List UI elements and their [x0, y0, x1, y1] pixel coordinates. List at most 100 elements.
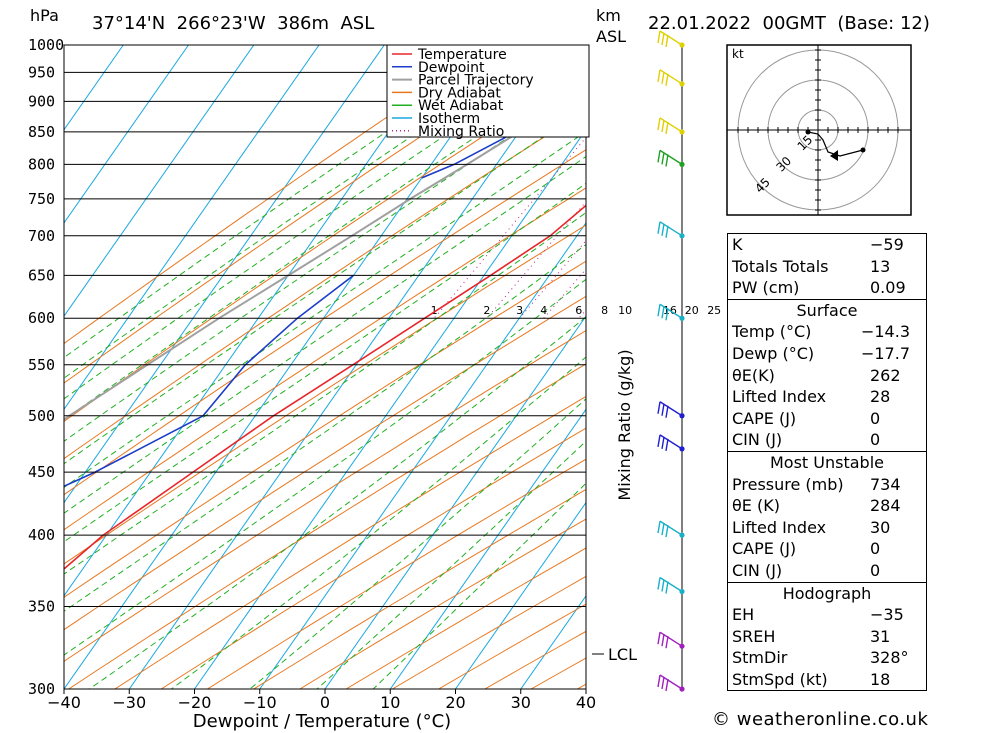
wind-barb-feather — [665, 405, 669, 418]
x-tick-label: 20 — [445, 693, 465, 712]
wind-barb-feather — [657, 221, 661, 234]
surface-label: Lifted Index — [732, 387, 827, 407]
pressure-tick-label: 950 — [28, 63, 55, 81]
most-unstable-row: Lifted Index 30 — [728, 517, 926, 539]
legend-label: Temperature — [417, 47, 507, 63]
legend-label: Parcel Trajectory — [418, 73, 534, 89]
km-label: km — [596, 6, 621, 25]
pressure-tick-label: 300 — [28, 680, 55, 698]
surface-row: Lifted Index 28 — [728, 386, 926, 408]
wet-adiabat-line — [64, 107, 586, 465]
surface-value: 28 — [870, 387, 891, 407]
x-tick-label: −20 — [178, 693, 212, 712]
dry-adiabat-line — [114, 395, 586, 689]
temperature-line — [64, 204, 586, 571]
wind-profile — [592, 30, 685, 692]
x-tick-label: −10 — [243, 693, 277, 712]
wind-barb-feather — [665, 154, 669, 167]
wind-barb-feather — [661, 223, 665, 236]
hodograph-stat-row: EH −35 — [728, 604, 926, 626]
wind-barb-feather — [657, 30, 661, 44]
wind-barb-feather — [657, 304, 661, 317]
surface-row: Temp (°C) −14.3 — [728, 321, 926, 343]
wind-barb-feather — [661, 119, 665, 133]
hodograph-stat-row: SREH 31 — [728, 626, 926, 648]
dry-adiabat-line — [160, 427, 586, 689]
legend-label: Dry Adiabat — [418, 85, 501, 101]
wind-barb-feather — [661, 676, 665, 690]
dry-adiabat-line — [68, 363, 586, 689]
wind-barb-feather — [661, 32, 665, 46]
wind-barb-feather — [661, 306, 665, 319]
wet-adiabat-line — [64, 278, 586, 656]
hodograph-stat-value: 328° — [870, 648, 909, 668]
dewpoint-line — [421, 86, 586, 179]
dry-adiabat-line — [64, 187, 586, 531]
surface-row: CIN (J) 0 — [728, 429, 926, 451]
wind-barb-feather — [657, 577, 661, 590]
surface-label: CIN (J) — [732, 430, 783, 450]
wind-barb-feather — [665, 678, 669, 692]
wet-adiabat-line — [64, 45, 516, 359]
lcl-label: LCL — [608, 645, 637, 664]
isotherm-line — [324, 315, 586, 689]
most-unstable-label: Lifted Index — [732, 517, 827, 537]
mixing-ratio-label: 4 — [540, 304, 547, 317]
mixing-ratio-line — [486, 200, 586, 319]
surface-label: Temp (°C) — [732, 322, 812, 342]
pressure-tick-label: 1000 — [28, 36, 64, 54]
wind-barb-feather — [665, 121, 669, 135]
most-unstable-label: θE (K) — [732, 496, 780, 516]
legend-label: Wet Adiabat — [418, 98, 504, 114]
dry-adiabat-line — [64, 329, 586, 662]
x-tick-label: −40 — [47, 693, 81, 712]
hodograph-point — [860, 147, 866, 153]
wind-barb-feather — [665, 636, 669, 649]
surface-value: −14.3 — [860, 322, 910, 342]
wet-adiabat-line — [249, 398, 586, 689]
legend-label: Isotherm — [418, 111, 480, 127]
isotherm-line — [64, 45, 320, 411]
pressure-tick-label: 750 — [28, 190, 55, 208]
wind-barb-feather — [657, 632, 661, 645]
surface-row: θE(K) 262 — [728, 365, 926, 387]
most-unstable-value: 0 — [870, 560, 881, 580]
surface-value: −17.7 — [860, 343, 910, 363]
most-unstable-row: CAPE (J) 0 — [728, 538, 926, 560]
mixing-ratio-label: 8 — [601, 304, 608, 317]
index-value: 13 — [870, 256, 891, 276]
most-unstable-value: 734 — [870, 474, 901, 494]
surface-value: 0 — [870, 408, 881, 428]
hodograph-stat-label: EH — [732, 605, 755, 625]
pressure-tick-label: 500 — [28, 407, 55, 425]
credit-link[interactable]: © weatheronline.co.uk — [712, 709, 929, 730]
wind-barb-feather — [665, 308, 669, 321]
isotherm-line — [64, 45, 516, 689]
storm-motion-marker — [830, 150, 838, 161]
wet-adiabat-line — [64, 84, 586, 442]
surface-label: θE(K) — [732, 365, 775, 385]
x-tick-label: 0 — [320, 693, 330, 712]
mixing-ratio-label: 25 — [707, 304, 721, 317]
wind-barb-feather — [657, 521, 661, 534]
wet-adiabat-line — [372, 482, 586, 689]
legend-label: Dewpoint — [418, 60, 485, 76]
index-row: PW (cm) 0.09 — [728, 277, 926, 299]
surface-row: CAPE (J) 0 — [728, 408, 926, 430]
isotherm-line — [64, 45, 124, 131]
legend-label: Mixing Ratio — [418, 124, 504, 140]
most-unstable-label: Pressure (mb) — [732, 474, 844, 494]
wet-adiabat-line — [316, 440, 586, 689]
mixing-ratio-axis-title: Mixing Ratio (g/kg) — [615, 349, 634, 500]
isotherm-line — [64, 45, 450, 597]
index-row: Totals Totals 13 — [728, 256, 926, 278]
isotherm-line — [194, 128, 586, 689]
pressure-tick-label: 700 — [28, 227, 55, 245]
mixing-ratio-label: 20 — [685, 304, 699, 317]
wind-barb-feather — [657, 434, 661, 447]
dry-adiabat-line — [64, 295, 586, 631]
mixing-ratio-label: 2 — [483, 304, 490, 317]
hodograph-stat-label: StmSpd (kt) — [732, 669, 828, 689]
isotherm-line — [455, 501, 586, 689]
wet-adiabat-line — [64, 182, 586, 543]
